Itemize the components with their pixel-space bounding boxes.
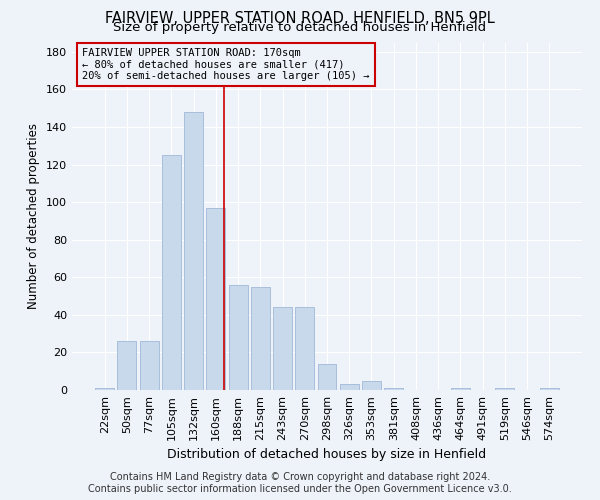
Y-axis label: Number of detached properties: Number of detached properties: [28, 123, 40, 309]
Bar: [184, 112, 203, 390]
Bar: [384, 388, 403, 390]
Bar: [251, 286, 270, 390]
Text: FAIRVIEW, UPPER STATION ROAD, HENFIELD, BN5 9PL: FAIRVIEW, UPPER STATION ROAD, HENFIELD, …: [105, 11, 495, 26]
Bar: [229, 285, 248, 390]
Text: Contains HM Land Registry data © Crown copyright and database right 2024.
Contai: Contains HM Land Registry data © Crown c…: [88, 472, 512, 494]
Text: Size of property relative to detached houses in Henfield: Size of property relative to detached ho…: [113, 22, 487, 35]
Bar: [540, 388, 559, 390]
Bar: [496, 388, 514, 390]
Bar: [140, 341, 158, 390]
X-axis label: Distribution of detached houses by size in Henfield: Distribution of detached houses by size …: [167, 448, 487, 462]
Bar: [340, 384, 359, 390]
Bar: [295, 308, 314, 390]
Bar: [451, 388, 470, 390]
Bar: [362, 380, 381, 390]
Bar: [317, 364, 337, 390]
Bar: [118, 341, 136, 390]
Bar: [95, 388, 114, 390]
Bar: [273, 308, 292, 390]
Bar: [162, 155, 181, 390]
Text: FAIRVIEW UPPER STATION ROAD: 170sqm
← 80% of detached houses are smaller (417)
2: FAIRVIEW UPPER STATION ROAD: 170sqm ← 80…: [82, 48, 370, 81]
Bar: [206, 208, 225, 390]
